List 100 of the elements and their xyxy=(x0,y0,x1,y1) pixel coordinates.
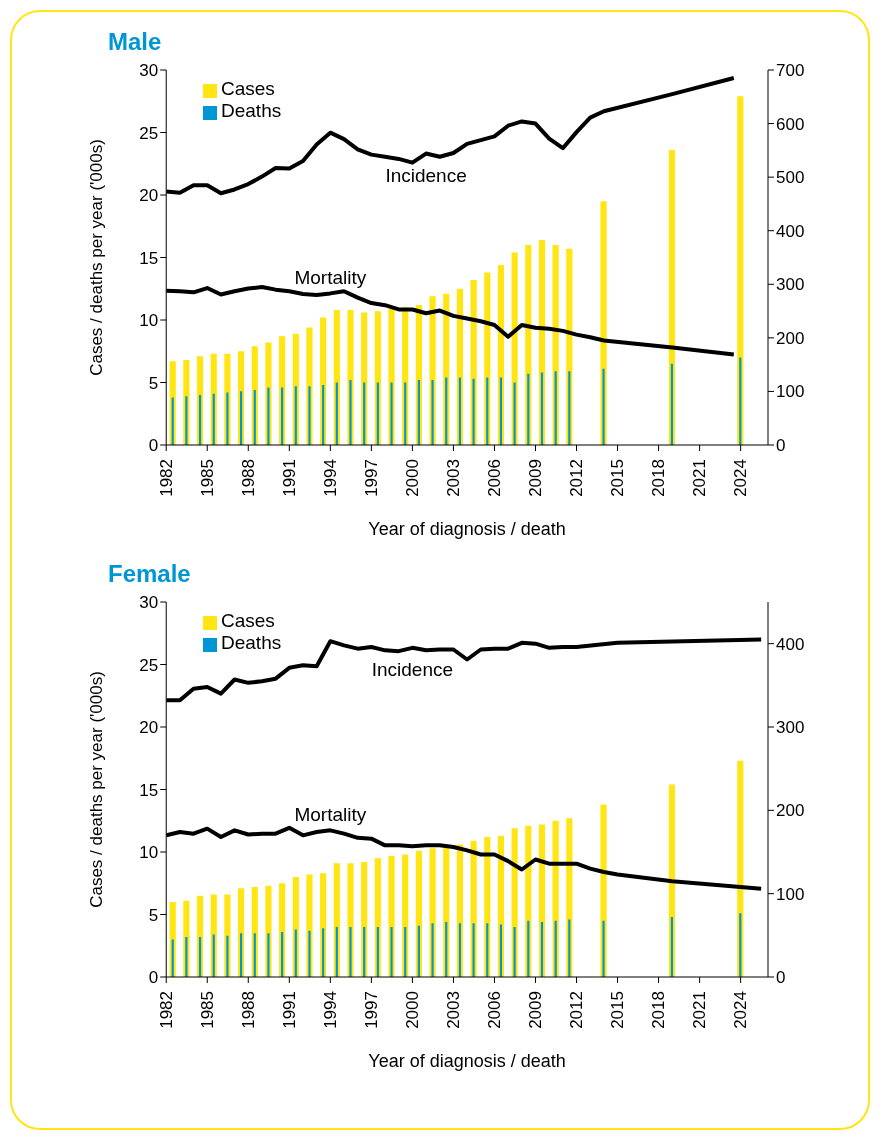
bar xyxy=(554,371,557,445)
x-tick-label: 2012 xyxy=(567,991,587,1029)
series-label: Incidence xyxy=(371,658,454,680)
y-axis-title: Cases / deaths per year ('000s) xyxy=(87,671,107,908)
bar xyxy=(540,922,544,977)
bar xyxy=(739,913,742,977)
bar xyxy=(226,392,229,445)
y-tick-label: 10 xyxy=(139,843,159,863)
y2-tick-label: 100 xyxy=(776,884,805,904)
legend-label: Deaths xyxy=(221,632,282,653)
y2-tick-label: 400 xyxy=(776,221,805,241)
bar xyxy=(363,382,366,445)
bar xyxy=(458,923,461,977)
x-tick-label: 2006 xyxy=(484,991,504,1029)
bar xyxy=(499,377,503,445)
x-axis-title: Year of diagnosis / death xyxy=(368,519,566,539)
bar xyxy=(472,923,475,977)
bar xyxy=(568,919,571,977)
bar xyxy=(322,928,325,977)
y-tick-label: 15 xyxy=(139,248,159,268)
bar xyxy=(390,927,393,977)
x-tick-label: 2018 xyxy=(649,459,669,497)
y-tick-label: 0 xyxy=(148,968,159,988)
x-tick-label: 2015 xyxy=(608,459,628,497)
y-tick-label: 0 xyxy=(148,436,159,456)
bar xyxy=(363,927,366,977)
bar xyxy=(253,390,256,445)
bar xyxy=(308,386,311,445)
bar xyxy=(281,932,284,977)
bar xyxy=(253,933,256,977)
bar xyxy=(458,377,461,445)
x-tick-label: 1985 xyxy=(197,991,217,1029)
y-tick-label: 30 xyxy=(139,61,159,81)
x-tick-label: 1991 xyxy=(279,991,299,1029)
x-tick-label: 2003 xyxy=(443,459,463,497)
x-tick-label: 2006 xyxy=(484,459,504,497)
y-tick-label: 5 xyxy=(148,373,159,393)
bar xyxy=(294,929,297,977)
x-tick-label: 1985 xyxy=(197,459,217,497)
bar xyxy=(527,373,530,445)
chart-title: Female xyxy=(108,560,192,588)
bar xyxy=(431,380,434,445)
bar xyxy=(670,917,673,977)
bar xyxy=(308,930,311,977)
bar xyxy=(171,397,174,445)
x-tick-label: 2015 xyxy=(608,991,628,1029)
y2-tick-label: 100 xyxy=(776,382,805,402)
y2-tick-label: 0 xyxy=(776,436,786,456)
bar xyxy=(417,925,420,977)
y2-tick-label: 700 xyxy=(776,61,805,81)
y2-tick-label: 200 xyxy=(776,328,805,348)
bar xyxy=(513,927,516,977)
bar xyxy=(472,378,475,445)
bar xyxy=(198,395,202,445)
bar xyxy=(212,393,215,445)
y-tick-label: 10 xyxy=(139,311,159,331)
x-tick-label: 2003 xyxy=(443,991,463,1029)
series-label: Incidence xyxy=(385,164,467,186)
bar xyxy=(240,933,243,977)
bar xyxy=(240,391,243,445)
bar xyxy=(602,368,605,445)
series-label: Mortality xyxy=(294,804,367,826)
y-tick-label: 20 xyxy=(139,186,159,206)
chart-title: Male xyxy=(108,28,163,56)
x-tick-label: 1982 xyxy=(156,991,176,1029)
series-label: Mortality xyxy=(294,267,367,289)
bar xyxy=(198,937,202,977)
legend-label: Cases xyxy=(221,78,275,99)
bar xyxy=(294,386,297,445)
bar xyxy=(445,377,448,445)
x-tick-label: 2018 xyxy=(649,991,669,1029)
bar xyxy=(499,924,503,977)
bar xyxy=(554,920,557,977)
y-tick-label: 20 xyxy=(139,718,159,738)
y-tick-label: 30 xyxy=(139,593,159,613)
bar xyxy=(335,382,338,445)
bar xyxy=(404,927,407,977)
bar xyxy=(376,927,379,977)
bar xyxy=(376,382,379,445)
bar xyxy=(267,933,270,977)
y2-tick-label: 500 xyxy=(776,168,805,188)
y-tick-label: 5 xyxy=(148,905,159,925)
bar xyxy=(737,96,744,445)
bar xyxy=(390,382,393,445)
y2-tick-label: 600 xyxy=(776,114,805,134)
bar xyxy=(445,922,448,977)
bar xyxy=(739,357,742,445)
bar xyxy=(349,380,352,445)
x-tick-label: 1982 xyxy=(156,459,176,497)
bar xyxy=(568,371,571,445)
bar xyxy=(267,387,270,445)
x-tick-label: 2000 xyxy=(402,991,422,1029)
y-tick-label: 15 xyxy=(139,780,159,800)
bar xyxy=(527,920,530,977)
bar xyxy=(486,923,489,977)
x-tick-label: 1997 xyxy=(361,459,381,497)
y2-tick-label: 0 xyxy=(776,968,786,988)
x-tick-label: 2009 xyxy=(525,991,545,1029)
bar xyxy=(349,927,352,977)
x-tick-label: 1994 xyxy=(320,459,340,497)
